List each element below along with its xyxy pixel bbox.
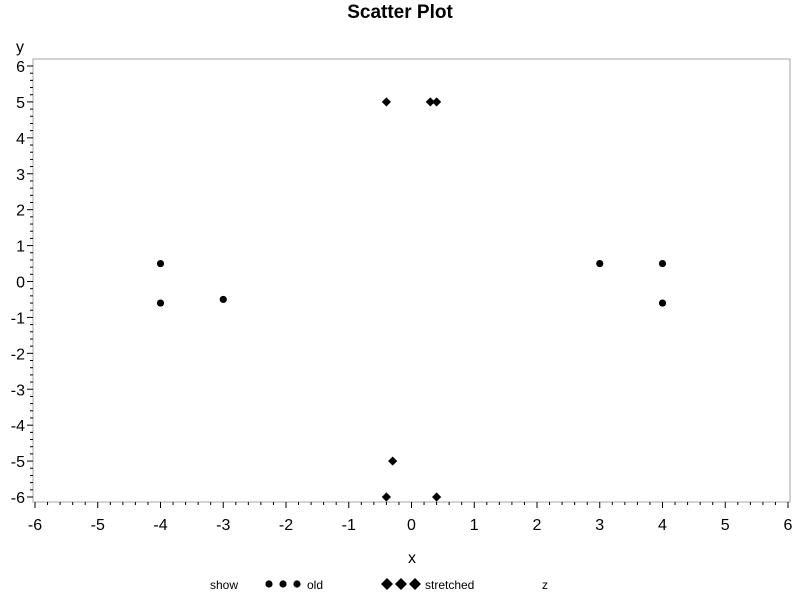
data-point-stretched (432, 492, 442, 502)
legend-label-z: z (542, 578, 548, 592)
legend-marker-stretched (395, 578, 407, 590)
y-tick-label: 0 (16, 275, 25, 292)
data-point-stretched (388, 456, 398, 466)
y-tick-label: 5 (16, 95, 25, 112)
legend-marker-stretched (409, 578, 421, 590)
x-tick-label: -5 (91, 517, 105, 534)
y-tick-label: -3 (11, 382, 25, 399)
legend-marker-old (279, 580, 287, 588)
legend-label-stretched: stretched (425, 578, 474, 592)
x-axis-label: x (408, 550, 416, 567)
x-tick-label: -1 (342, 517, 356, 534)
y-axis-label: y (16, 39, 24, 56)
data-point-old (658, 299, 667, 307)
x-tick-label: 1 (470, 517, 479, 534)
data-point-stretched (425, 97, 435, 107)
data-point-stretched (432, 97, 442, 107)
x-tick-label: 2 (533, 517, 542, 534)
x-tick-label: -2 (279, 517, 293, 534)
data-point-old (658, 259, 667, 268)
y-axis: 6 5 4 3 2 1 0 -1 -2 -3 -4 -5 -6 (11, 59, 33, 507)
data-point-stretched (381, 492, 391, 502)
legend-marker-old (265, 580, 273, 588)
y-tick-label: 6 (16, 59, 25, 76)
y-tick-label: 3 (16, 167, 25, 184)
x-tick-label: 0 (407, 517, 416, 534)
data-point-old (156, 299, 165, 307)
plot-frame (32, 58, 791, 503)
data-points (156, 97, 667, 502)
x-tick-label: -6 (28, 517, 42, 534)
y-tick-label: 2 (16, 203, 25, 220)
y-tick-label: -1 (11, 310, 25, 327)
y-tick-label: -6 (11, 490, 25, 507)
y-tick-label: -4 (11, 418, 25, 435)
x-tick-label: 6 (784, 517, 793, 534)
legend-symbol-old (265, 580, 301, 588)
legend-symbol-stretched (381, 578, 421, 590)
chart-title: Scatter Plot (347, 2, 453, 23)
data-point-old (596, 259, 604, 268)
legend: show old stretched z (210, 578, 548, 592)
data-point-old (219, 295, 227, 304)
legend-marker-old (293, 580, 301, 588)
x-tick-label: 5 (721, 517, 730, 534)
x-tick-label: -4 (153, 517, 167, 534)
legend-marker-stretched (381, 578, 393, 590)
y-tick-label: 4 (16, 131, 25, 148)
y-tick-label: 1 (16, 239, 25, 256)
data-point-stretched (381, 97, 391, 107)
data-point-old (156, 259, 165, 268)
legend-title: show (210, 578, 238, 592)
x-axis: -6 -5 -4 -3 -2 -1 0 1 2 3 4 5 6 (28, 502, 793, 534)
x-tick-label: 4 (658, 517, 667, 534)
x-tick-label: -3 (216, 517, 230, 534)
y-tick-label: -5 (11, 454, 25, 471)
legend-label-old: old (307, 578, 323, 592)
x-tick-label: 3 (595, 517, 604, 534)
y-tick-label: -2 (11, 346, 25, 363)
